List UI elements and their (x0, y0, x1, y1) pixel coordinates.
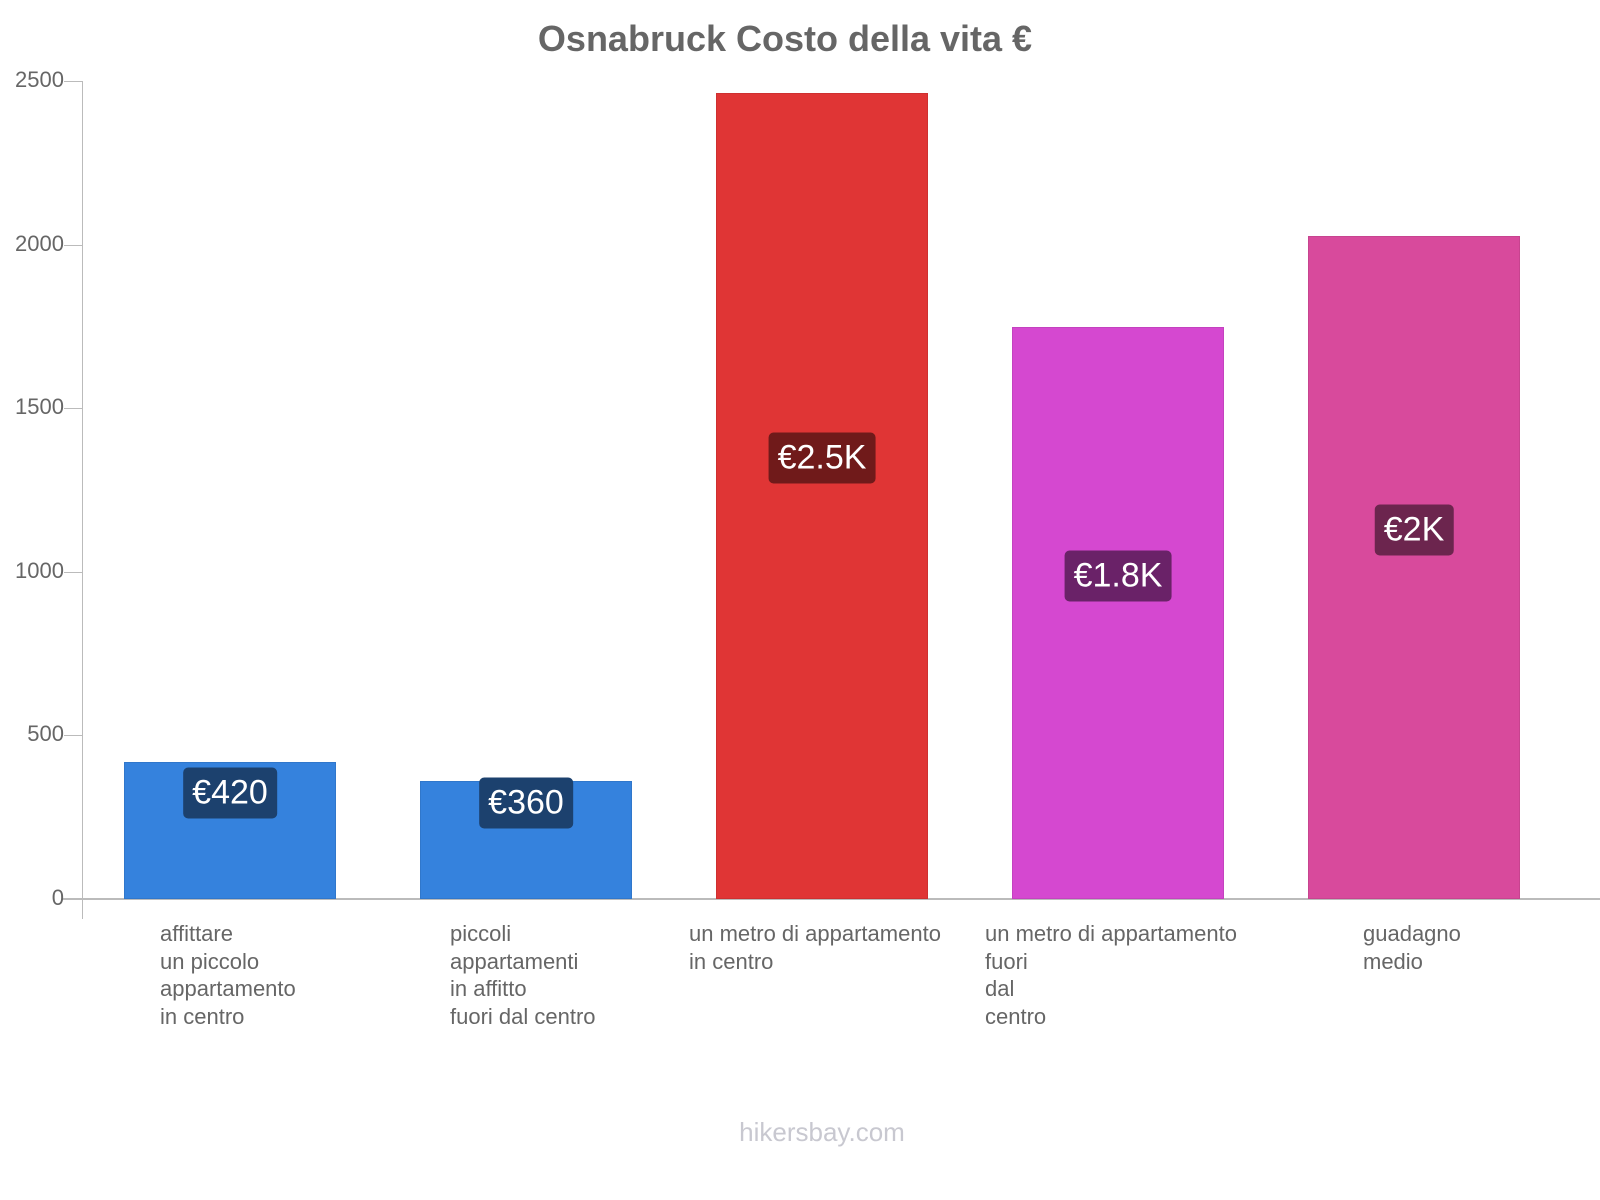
y-axis-line (82, 81, 83, 919)
x-category-label: un metro di appartamento in centro (689, 921, 941, 974)
x-category-label: guadagno medio (1363, 921, 1461, 974)
y-tick-label: 2000 (15, 231, 64, 256)
y-tick-mark (64, 245, 82, 246)
y-tick-label: 0 (51, 885, 64, 910)
value-label: €360 (479, 777, 573, 829)
footer-watermark: hikersbay.com (739, 1117, 905, 1147)
y-tick-mark (64, 899, 82, 900)
y-tick-mark (64, 572, 82, 573)
bar[interactable] (1308, 236, 1520, 899)
y-tick-mark (64, 408, 82, 409)
chart-title: Osnabruck Costo della vita € (537, 18, 1033, 59)
value-label: €1.8K (1064, 550, 1172, 602)
bar[interactable] (716, 93, 928, 899)
x-axis-line (62, 898, 1600, 900)
y-tick-label: 1500 (15, 394, 64, 419)
y-tick-label: 2500 (15, 67, 64, 92)
value-label: €2K (1374, 504, 1454, 556)
y-tick-mark (64, 735, 82, 736)
x-category-label: affittare un piccolo appartamento in cen… (160, 921, 296, 1029)
y-tick-mark (64, 81, 82, 82)
value-label: €2.5K (768, 432, 876, 484)
y-tick-label: 500 (27, 721, 64, 746)
y-tick-label: 1000 (15, 558, 64, 583)
x-category-label: un metro di appartamento fuori dal centr… (985, 921, 1237, 1029)
bar[interactable] (1012, 327, 1224, 899)
value-label: €420 (183, 767, 277, 819)
x-category-label: piccoli appartamenti in affitto fuori da… (450, 921, 596, 1029)
